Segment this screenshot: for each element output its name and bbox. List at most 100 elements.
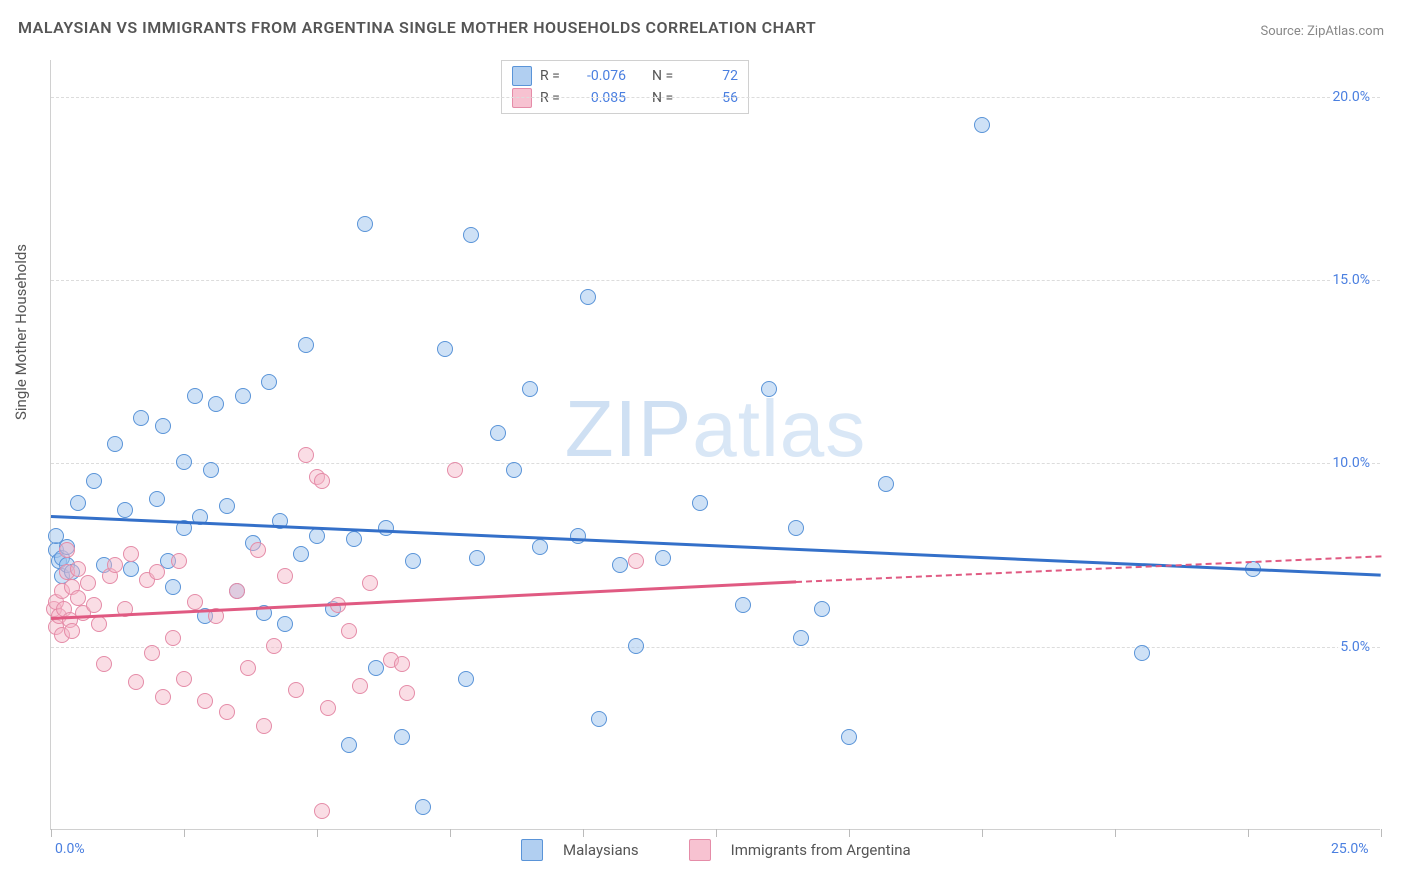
- data-point: [341, 623, 357, 639]
- data-point: [288, 682, 304, 698]
- data-point: [107, 436, 123, 452]
- data-point: [314, 473, 330, 489]
- scatter-plot-area: ZIPatlas R = -0.076 N = 72 R = 0.085 N =…: [50, 60, 1380, 830]
- data-point: [793, 630, 809, 646]
- data-point: [277, 616, 293, 632]
- data-point: [469, 550, 485, 566]
- data-point: [655, 550, 671, 566]
- data-point: [378, 520, 394, 536]
- data-point: [532, 539, 548, 555]
- gridline: [51, 463, 1380, 464]
- data-point: [123, 561, 139, 577]
- n-label: N =: [652, 68, 680, 84]
- data-point: [70, 590, 86, 606]
- data-point: [117, 502, 133, 518]
- data-point: [229, 583, 245, 599]
- data-point: [155, 689, 171, 705]
- data-point: [415, 799, 431, 815]
- data-point: [86, 597, 102, 613]
- data-point: [70, 561, 86, 577]
- x-tick: [716, 829, 717, 837]
- y-tick-label: 10.0%: [1330, 455, 1372, 471]
- data-point: [341, 737, 357, 753]
- data-point: [176, 671, 192, 687]
- data-point: [357, 216, 373, 232]
- x-tick: [51, 829, 52, 837]
- data-point: [144, 645, 160, 661]
- data-point: [320, 700, 336, 716]
- series-legend: Malaysians Immigrants from Argentina: [521, 839, 911, 861]
- n-value-1: 72: [688, 68, 738, 84]
- x-tick: [184, 829, 185, 837]
- data-point: [628, 553, 644, 569]
- data-point: [203, 462, 219, 478]
- x-tick-label: 0.0%: [55, 841, 85, 857]
- data-point: [506, 462, 522, 478]
- data-point: [458, 671, 474, 687]
- data-point: [187, 388, 203, 404]
- data-point: [314, 803, 330, 819]
- r-value-2: 0.085: [576, 90, 626, 106]
- data-point: [580, 289, 596, 305]
- legend-label-2: Immigrants from Argentina: [731, 841, 911, 859]
- data-point: [80, 575, 96, 591]
- x-tick: [849, 829, 850, 837]
- data-point: [437, 341, 453, 357]
- data-point: [394, 656, 410, 672]
- swatch-pink: [689, 839, 711, 861]
- data-point: [240, 660, 256, 676]
- data-point: [570, 528, 586, 544]
- data-point: [250, 542, 266, 558]
- data-point: [86, 473, 102, 489]
- x-tick: [1248, 829, 1249, 837]
- swatch-blue: [521, 839, 543, 861]
- data-point: [128, 674, 144, 690]
- data-point: [692, 495, 708, 511]
- legend-row-series-2: R = 0.085 N = 56: [512, 87, 738, 109]
- data-point: [155, 418, 171, 434]
- data-point: [399, 685, 415, 701]
- chart-title: MALAYSIAN VS IMMIGRANTS FROM ARGENTINA S…: [18, 18, 816, 37]
- data-point: [447, 462, 463, 478]
- data-point: [735, 597, 751, 613]
- data-point: [878, 476, 894, 492]
- y-tick-label: 20.0%: [1330, 89, 1372, 105]
- watermark-light: atlas: [692, 384, 866, 473]
- x-tick-label: 25.0%: [1331, 841, 1369, 857]
- data-point: [219, 704, 235, 720]
- trend-line: [51, 581, 796, 620]
- data-point: [149, 491, 165, 507]
- data-point: [761, 381, 777, 397]
- y-tick-label: 5.0%: [1338, 639, 1372, 655]
- data-point: [165, 630, 181, 646]
- data-point: [123, 546, 139, 562]
- data-point: [352, 678, 368, 694]
- watermark: ZIPatlas: [565, 383, 866, 475]
- x-tick: [450, 829, 451, 837]
- source-attribution: Source: ZipAtlas.com: [1260, 24, 1384, 39]
- data-point: [91, 616, 107, 632]
- gridline: [51, 647, 1380, 648]
- data-point: [405, 553, 421, 569]
- x-tick: [583, 829, 584, 837]
- data-point: [298, 447, 314, 463]
- data-point: [394, 729, 410, 745]
- data-point: [133, 410, 149, 426]
- data-point: [208, 396, 224, 412]
- data-point: [261, 374, 277, 390]
- data-point: [628, 638, 644, 654]
- data-point: [1134, 645, 1150, 661]
- x-tick: [317, 829, 318, 837]
- data-point: [309, 528, 325, 544]
- x-tick: [1381, 829, 1382, 837]
- data-point: [59, 542, 75, 558]
- data-point: [149, 564, 165, 580]
- gridline: [51, 280, 1380, 281]
- data-point: [176, 454, 192, 470]
- data-point: [266, 638, 282, 654]
- legend-label-1: Malaysians: [563, 841, 639, 859]
- data-point: [256, 718, 272, 734]
- data-point: [974, 117, 990, 133]
- data-point: [235, 388, 251, 404]
- x-tick: [982, 829, 983, 837]
